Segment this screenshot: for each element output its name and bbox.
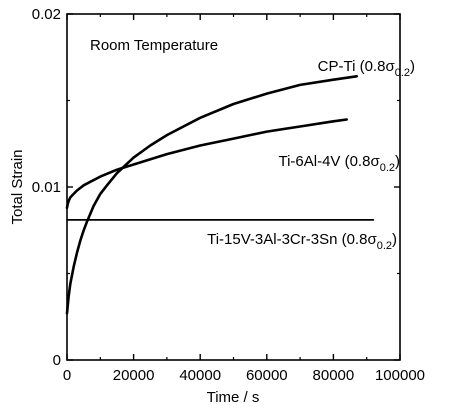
series-label-ti-15v-sub: 0.2	[377, 240, 392, 252]
series-label-ti-15v-main: Ti-15V-3Al-3Cr-3Sn (0.8σ	[207, 231, 377, 248]
series-label-ti-6al-4v-close: )	[395, 153, 400, 170]
y-tick-labels: 0 0.01 0.02	[32, 6, 61, 369]
series-line-ti-6al-4v	[65, 118, 349, 210]
series-label-ti-15v-close: )	[392, 231, 397, 248]
x-tick-label: 100000	[375, 367, 425, 384]
x-tick-label: 0	[63, 367, 71, 384]
series-label-cp-ti-sub: 0.2	[395, 67, 410, 79]
x-tick-label: 20000	[113, 367, 155, 384]
y-tick-label: 0	[53, 352, 61, 369]
tick-marks	[66, 13, 401, 361]
series-lines	[65, 75, 375, 315]
series-line-cp-ti	[65, 75, 359, 315]
series-label-cp-ti: CP-Ti (0.8σ0.2)	[318, 58, 415, 79]
annotation-room-temperature: Room Temperature	[90, 37, 218, 54]
series-label-ti-6al-4v-main: Ti-6Al-4V (0.8σ	[278, 153, 380, 170]
y-tick-label: 0.01	[32, 179, 61, 196]
series-label-cp-ti-main: CP-Ti (0.8σ	[318, 58, 396, 75]
x-tick-label: 40000	[179, 367, 221, 384]
x-axis-label: Time / s	[207, 389, 260, 406]
x-tick-label: 60000	[246, 367, 288, 384]
y-axis-label: Total Strain	[9, 149, 26, 224]
x-tick-labels: 0 20000 40000 60000 80000 100000	[63, 367, 425, 384]
series-label-ti-6al-4v: Ti-6Al-4V (0.8σ0.2)	[278, 153, 400, 174]
series-label-ti-15v: Ti-15V-3Al-3Cr-3Sn (0.8σ0.2)	[207, 231, 397, 252]
y-tick-label: 0.02	[32, 6, 61, 23]
series-label-cp-ti-close: )	[410, 58, 415, 75]
x-tick-label: 80000	[313, 367, 355, 384]
series-label-ti-6al-4v-sub: 0.2	[380, 162, 395, 174]
